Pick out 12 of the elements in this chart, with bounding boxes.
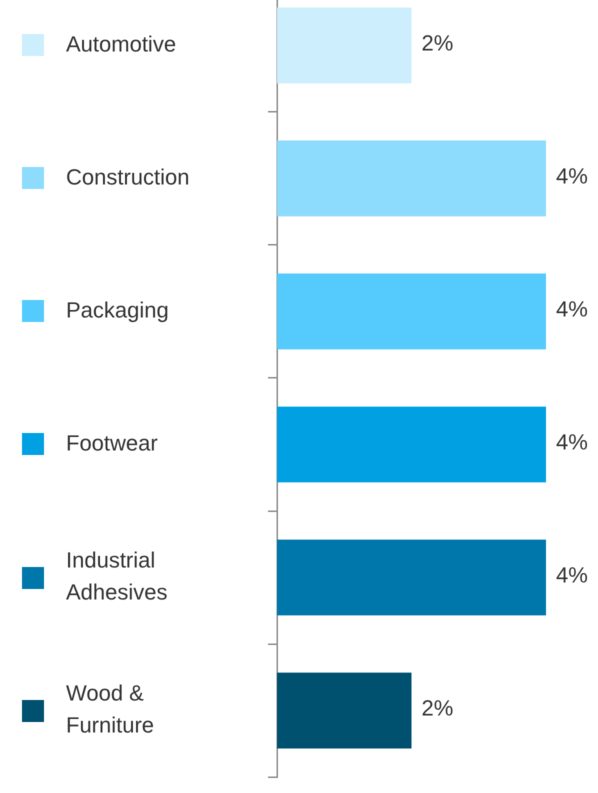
- y-tick-label: Automotive: [66, 31, 176, 56]
- data-label: 4%: [556, 430, 588, 455]
- data-label: 2%: [422, 696, 454, 721]
- y-tick-label: Wood & Furniture: [66, 680, 154, 738]
- y-tick-label: Industrial Adhesives: [66, 548, 168, 605]
- data-label: 2%: [422, 30, 454, 56]
- data-label: 4%: [556, 296, 588, 322]
- y-tick-label: Construction: [66, 164, 190, 190]
- y-tick-label: Footwear: [66, 430, 158, 456]
- data-label: 4%: [556, 164, 588, 188]
- data-label: 4%: [556, 562, 588, 588]
- y-tick-label: Packaging: [66, 298, 169, 323]
